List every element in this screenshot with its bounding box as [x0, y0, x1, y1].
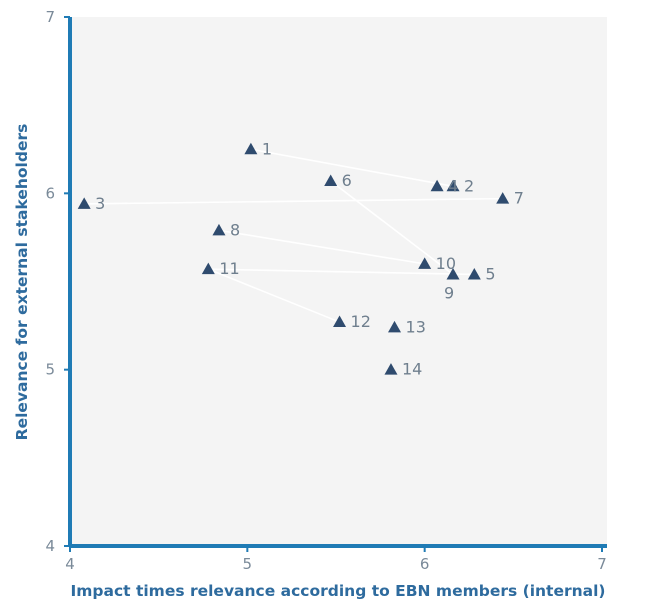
point-marker-10	[418, 257, 432, 269]
point-label-4: 4	[448, 176, 458, 195]
point-label-6: 6	[342, 171, 352, 190]
point-marker-4	[430, 179, 444, 192]
point-label-9: 9	[444, 283, 454, 302]
connector-line	[330, 180, 454, 276]
point-marker-7	[496, 192, 510, 204]
point-label-7: 7	[514, 189, 524, 208]
plot-area	[70, 17, 607, 546]
connector-line	[218, 229, 425, 265]
point-label-11: 11	[219, 259, 239, 278]
point-label-5: 5	[485, 264, 495, 283]
connector-line	[208, 268, 475, 276]
point-marker-9	[446, 267, 460, 280]
point-marker-3	[77, 197, 91, 209]
connector-line	[250, 148, 454, 188]
point-marker-13	[388, 320, 402, 333]
x-axis-ticks: 4 5 6 7	[65, 546, 607, 573]
point-label-8: 8	[230, 220, 240, 239]
y-tick-label: 6	[45, 184, 55, 202]
connector-lines	[84, 148, 503, 323]
x-tick-label: 5	[243, 555, 253, 573]
point-label-1: 1	[262, 139, 272, 158]
y-tick-label: 7	[45, 8, 55, 26]
point-label-10: 10	[436, 254, 456, 273]
point-label-14: 14	[402, 360, 422, 379]
point-marker-1	[244, 142, 258, 155]
point-marker-6	[324, 174, 338, 186]
point-marker-14	[384, 363, 398, 375]
y-tick-label: 5	[45, 361, 55, 379]
x-tick-label: 6	[420, 555, 430, 573]
connector-line	[208, 268, 340, 323]
point-marker-8	[212, 223, 226, 236]
connector-line	[84, 197, 503, 205]
x-tick-label: 7	[597, 555, 607, 573]
point-marker-12	[333, 315, 347, 328]
point-label-3: 3	[95, 194, 105, 213]
x-axis-title: Impact times relevance according to EBN …	[70, 582, 605, 600]
y-axis-title: Relevance for external stakeholders	[13, 124, 31, 441]
x-tick-label: 4	[65, 555, 75, 573]
point-marker-11	[201, 262, 215, 275]
y-tick-label: 4	[45, 537, 55, 555]
y-axis-ticks: 4 5 6 7	[45, 8, 70, 555]
point-label-13: 13	[406, 317, 426, 336]
point-marker-5	[467, 267, 481, 280]
point-marker-2	[446, 179, 460, 192]
point-label-12: 12	[351, 312, 371, 331]
point-label-2: 2	[464, 176, 474, 195]
